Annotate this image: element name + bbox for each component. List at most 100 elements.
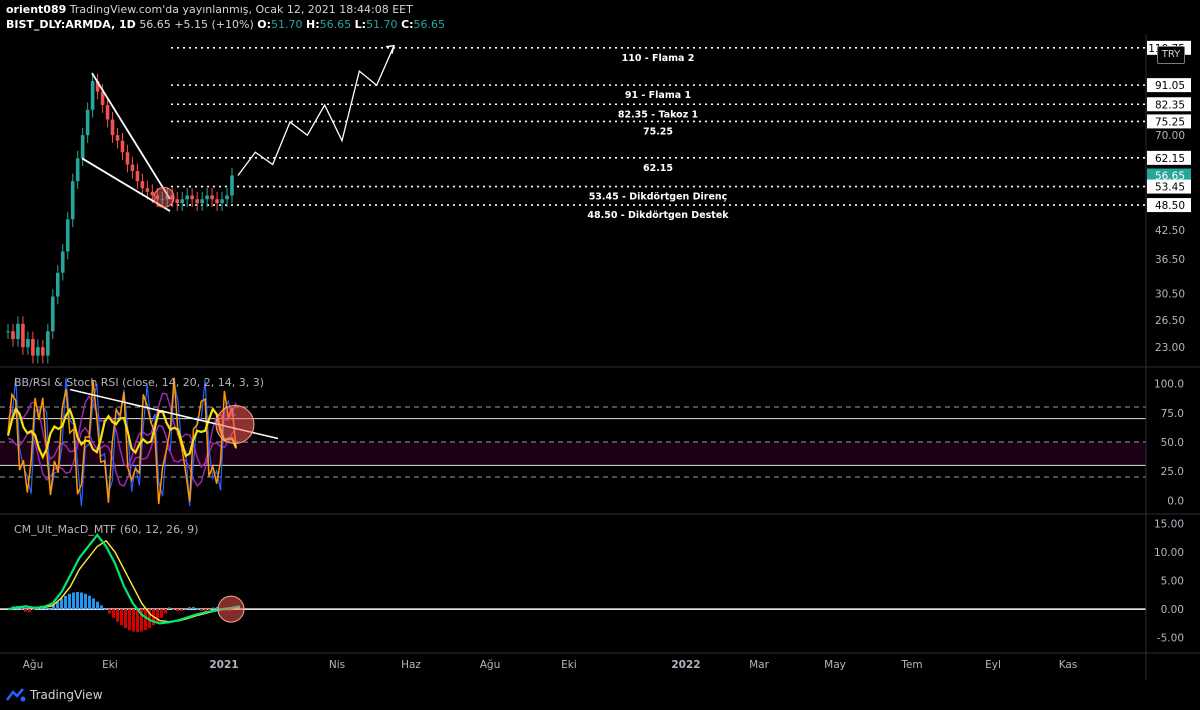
candle-body (170, 195, 175, 200)
time-tick-label: Mar (749, 659, 769, 671)
candle-body (105, 105, 110, 120)
price-tick-label: 30.50 (1155, 288, 1185, 300)
macd-hist-bar (108, 609, 111, 614)
time-tick-label: Kas (1059, 659, 1078, 671)
macd-hist-bar (144, 609, 147, 631)
macd-hist-bar (96, 601, 99, 610)
close-value: 56.65 (413, 18, 446, 31)
macd-tick-label: -5.00 (1157, 633, 1184, 645)
candle-body (26, 339, 30, 348)
rsi-pane (0, 377, 1146, 507)
candle-body (180, 199, 185, 204)
macd-hist-bar (56, 601, 59, 610)
macd-hist-bar (44, 607, 47, 610)
macd-breakout-circle (217, 595, 245, 623)
candle-body (190, 195, 194, 200)
macd-hist-bar (132, 609, 135, 632)
level-price-marker (1147, 179, 1191, 194)
macd-hist-bar (92, 598, 95, 610)
price-change: +5.15 (+10%) (174, 18, 254, 31)
macd-hist-bar (124, 609, 127, 629)
macd-hist-bar (164, 609, 167, 614)
candle-body (120, 140, 125, 153)
macd-indicator-title[interactable]: CM_Ult_MacD_MTF (60, 12, 26, 9) (14, 523, 199, 536)
macd-hist-bar (48, 609, 51, 610)
candle-body (55, 272, 60, 297)
projection-arrow (385, 44, 395, 54)
price-tick-label: 48.50 (1155, 200, 1185, 212)
candle-body (140, 181, 145, 189)
macd-hist-bar (68, 593, 71, 610)
macd-hist-bar (176, 609, 179, 612)
candle-body (195, 199, 199, 204)
candle-body (46, 331, 50, 356)
candle-body (155, 195, 160, 200)
candle-body (205, 195, 209, 200)
macd-hist-bar (72, 592, 75, 610)
candle-body (70, 181, 75, 220)
tradingview-logo-icon[interactable] (6, 688, 26, 702)
macd-hist-bar (104, 609, 107, 610)
bb-lower-line (7, 424, 237, 488)
candle-body (36, 347, 40, 356)
currency-badge[interactable]: TRY (1157, 46, 1185, 64)
level-price-marker (1147, 114, 1191, 129)
level-price-marker (1147, 150, 1191, 165)
macd-hist-bar (208, 609, 211, 610)
level-label: 75.25 (643, 126, 673, 137)
rsi-tick-label: 25.0 (1161, 466, 1184, 478)
time-tick-label: Nis (329, 659, 345, 671)
last-price-marker (1147, 168, 1191, 183)
breakout-circle (153, 186, 175, 208)
candle-body (110, 119, 115, 136)
macd-hist-bar (140, 609, 143, 632)
open-value: 51.70 (271, 18, 303, 31)
candle-body (185, 195, 189, 200)
candle-body (11, 331, 15, 340)
candle-body (200, 199, 204, 204)
time-tick-label: Eki (561, 659, 577, 671)
candle-body (135, 171, 140, 182)
macd-hist-bar (200, 609, 203, 611)
price-tick-label: 82.35 (1155, 99, 1185, 111)
time-tick-label: 2021 (209, 659, 238, 671)
macd-hist-bar (160, 609, 163, 618)
time-tick-label: 2022 (671, 659, 700, 671)
price-tick-label: 70.00 (1155, 130, 1185, 142)
macd-hist-bar (116, 609, 119, 622)
candle-body (145, 188, 150, 192)
rsi-midband-fill (0, 442, 1146, 466)
candle-body (90, 81, 95, 110)
time-tick-label: Ağu (23, 659, 44, 671)
time-tick-label: Ağu (480, 659, 501, 671)
time-tick-label: Haz (401, 659, 421, 671)
level-label: 82.35 - Takoz 1 (618, 109, 698, 120)
rsi-breakout-circle (215, 405, 255, 444)
candle-body (41, 347, 45, 356)
macd-tick-label: 10.00 (1154, 547, 1184, 559)
author-name[interactable]: orient089 (6, 3, 67, 16)
price-tick-label: 36.50 (1155, 254, 1185, 266)
macd-hist-bar (204, 609, 207, 612)
projection-path (237, 45, 395, 176)
price-tick-label: 23.00 (1155, 342, 1185, 354)
price-tick-label: 62.15 (1155, 153, 1185, 165)
macd-hist-bar (100, 605, 103, 610)
level-price-marker (1147, 97, 1191, 112)
level-label: 53.45 - Dikdörtgen Direnç (589, 192, 728, 203)
macd-hist-bar (20, 608, 23, 610)
rsi-indicator-title[interactable]: BB/RSI & Stoch RSI (close, 14, 20, 2, 14… (14, 376, 265, 389)
candle-body (75, 158, 80, 182)
macd-hist-bar (80, 592, 83, 610)
candle-body (220, 199, 224, 204)
symbol-name[interactable]: BIST_DLY:ARMDA, 1D (6, 18, 136, 31)
macd-hist-bar (112, 609, 115, 618)
high-value: 56.65 (319, 18, 352, 31)
macd-hist-bar (128, 609, 131, 631)
candle-body (100, 91, 105, 106)
publish-date: TradingView.com'da yayınlanmış, Ocak 12,… (69, 3, 413, 16)
macd-hist-bar (136, 609, 139, 632)
macd-hist-bar (216, 606, 219, 610)
chart-canvas[interactable]: 110 - Flama 2 91 - Flama 1 82.35 - Takoz 1… (0, 34, 1200, 680)
tradingview-brand[interactable]: TradingView (30, 688, 103, 702)
